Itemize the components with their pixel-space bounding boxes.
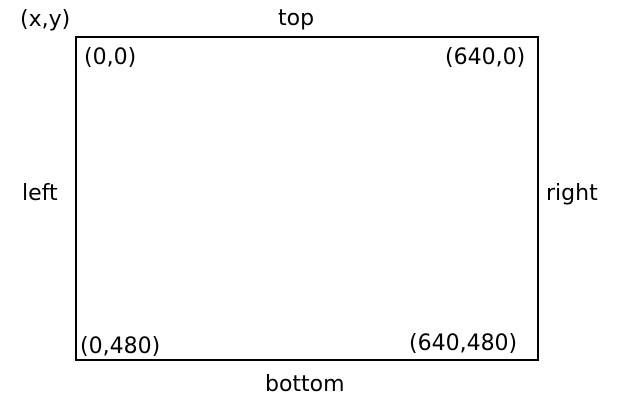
side-label-top: top <box>278 6 315 31</box>
corner-label-top-right: (640,0) <box>445 45 526 70</box>
corner-label-bottom-right: (640,480) <box>409 331 518 356</box>
side-label-bottom: bottom <box>265 372 345 397</box>
side-label-left: left <box>22 181 58 206</box>
side-label-right: right <box>546 181 598 206</box>
screen-rectangle <box>75 36 539 361</box>
corner-label-bottom-left: (0,480) <box>80 334 161 359</box>
corner-label-top-left: (0,0) <box>84 45 137 70</box>
legend-xy-label: (x,y) <box>20 7 71 32</box>
